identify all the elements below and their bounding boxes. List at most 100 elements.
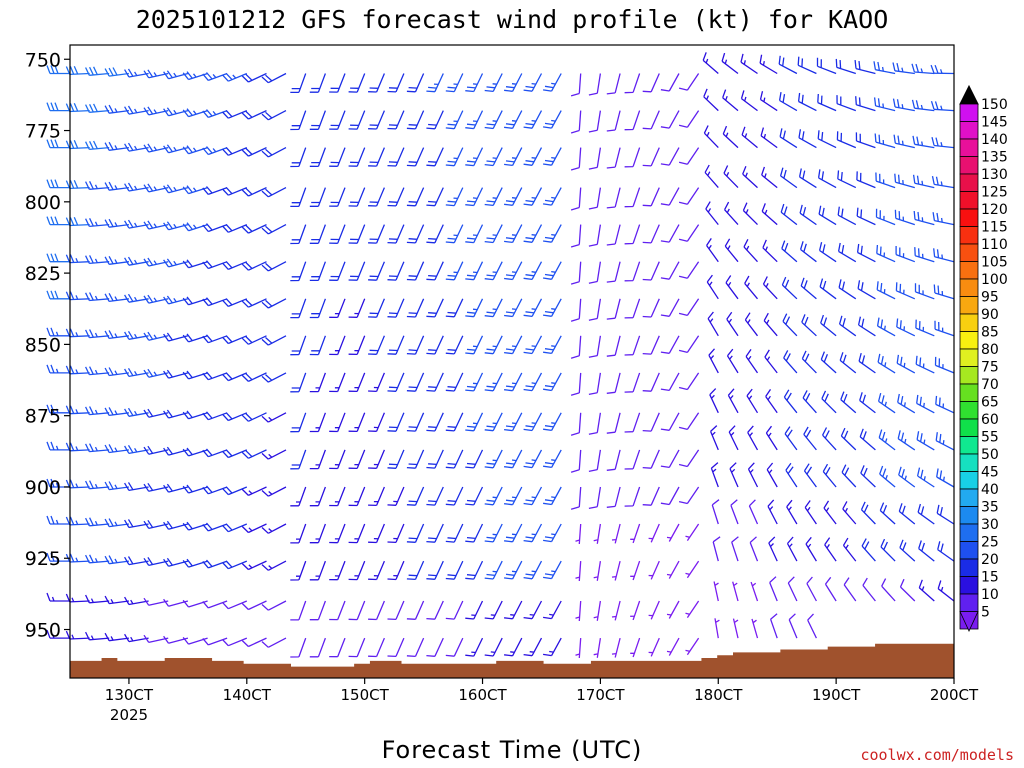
plot-frame — [69, 44, 955, 679]
wind-barb — [593, 523, 602, 544]
wind-barb — [368, 637, 385, 658]
wind-barb — [678, 147, 700, 165]
wind-barb — [740, 53, 758, 75]
wind-barb — [445, 449, 464, 469]
wind-barb — [523, 110, 543, 129]
wind-barb — [588, 486, 602, 510]
colorbar-swatch — [959, 243, 979, 262]
colorbar-label: 75 — [981, 360, 999, 376]
wind-barb — [309, 372, 327, 393]
wind-barb — [725, 275, 739, 300]
wind-barb — [104, 218, 129, 228]
wind-barb — [660, 372, 680, 392]
colorbar-label: 45 — [981, 465, 999, 481]
wind-barb — [543, 261, 562, 280]
wind-barb — [46, 592, 70, 602]
wind-barb — [445, 147, 464, 167]
colorbar-label: 105 — [981, 255, 1008, 271]
wind-barb — [570, 187, 582, 211]
wind-barb — [893, 134, 915, 149]
colorbar-swatch — [959, 523, 979, 542]
wind-barb — [46, 364, 70, 374]
wind-barb — [728, 425, 739, 451]
wind-barb — [523, 486, 543, 506]
colorbar-label: 65 — [981, 395, 999, 411]
wind-barb — [660, 187, 680, 206]
wind-barb — [504, 412, 523, 432]
wind-barb — [588, 335, 602, 358]
wind-barb — [426, 486, 444, 506]
wind-barb — [624, 261, 641, 282]
wind-barb — [817, 93, 837, 112]
wind-barb — [741, 126, 758, 149]
wind-barb — [709, 388, 719, 414]
wind-barb — [785, 462, 798, 488]
wind-barb — [368, 600, 385, 621]
wind-barb — [65, 328, 90, 338]
wind-barb — [504, 523, 523, 543]
wind-barb — [387, 486, 405, 506]
wind-barb — [859, 428, 876, 451]
wind-barb — [930, 64, 955, 75]
wind-barb — [143, 220, 169, 230]
wind-barb — [124, 407, 149, 417]
wind-barb — [406, 73, 425, 93]
wind-barb — [786, 536, 798, 562]
wind-barb — [523, 600, 543, 620]
wind-barb — [823, 500, 837, 525]
wind-barb — [241, 72, 267, 83]
wind-barb — [182, 370, 208, 380]
wind-barb — [290, 187, 307, 208]
wind-barb — [933, 248, 955, 263]
wind-barb — [570, 110, 582, 134]
wind-barb — [222, 146, 248, 156]
wind-barb — [523, 187, 543, 206]
wind-barb — [876, 281, 896, 300]
wind-barb — [124, 519, 149, 529]
wind-barb — [606, 147, 621, 169]
wind-barb — [543, 372, 562, 392]
wind-barb — [484, 298, 503, 318]
wind-barb — [241, 147, 267, 157]
wind-barb — [124, 219, 149, 229]
wind-barb — [798, 168, 817, 189]
wind-barb — [124, 633, 149, 643]
wind-barb — [678, 449, 700, 468]
wind-barb — [182, 447, 208, 457]
wind-barb — [484, 73, 503, 93]
wind-barb — [406, 110, 425, 130]
wind-barb — [504, 637, 523, 657]
wind-barb — [290, 600, 307, 621]
wind-barb — [65, 254, 90, 264]
wind-barb — [465, 372, 484, 392]
wind-barb — [465, 449, 484, 469]
wind-barb — [778, 91, 798, 112]
wind-barb — [916, 394, 935, 414]
wind-barb — [241, 224, 267, 234]
wind-barb — [523, 224, 543, 243]
wind-barb — [588, 110, 602, 133]
wind-barb — [685, 637, 700, 656]
wind-barb — [202, 485, 228, 495]
wind-barb — [504, 261, 523, 281]
wind-barb — [202, 297, 228, 307]
wind-barb — [879, 502, 896, 525]
wind-barb — [839, 352, 857, 374]
wind-barb — [65, 65, 90, 76]
wind-barb — [290, 73, 307, 94]
wind-barb — [722, 89, 739, 112]
wind-barb — [934, 320, 955, 337]
wind-barb — [543, 298, 562, 317]
wind-barb — [504, 224, 523, 244]
wind-barb — [934, 356, 955, 374]
wind-barb — [124, 256, 149, 266]
wind-barb — [666, 637, 680, 656]
wind-barb — [124, 482, 149, 492]
wind-barb — [426, 637, 444, 657]
wind-barb — [222, 298, 248, 308]
wind-barb — [678, 412, 700, 431]
wind-barb — [763, 312, 778, 337]
wind-barb — [182, 484, 208, 494]
wind-barb — [915, 319, 935, 337]
x-tick-label: 140CT — [223, 686, 272, 704]
